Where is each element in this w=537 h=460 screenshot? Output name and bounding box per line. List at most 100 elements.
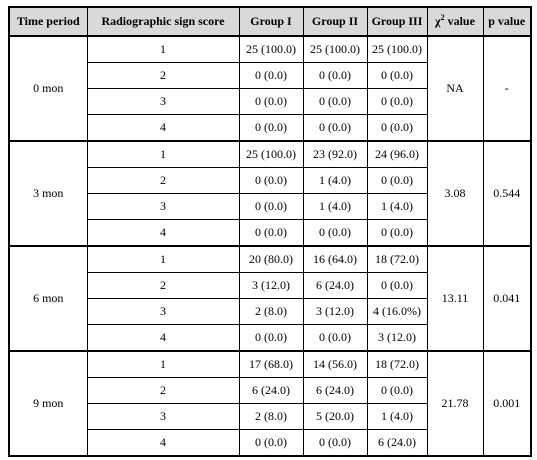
group-2-cell: 6 (24.0) [302, 377, 368, 404]
group-1-cell: 0 (0.0) [238, 62, 304, 89]
header-time-period: Time period [8, 6, 88, 37]
table-row: 6 mon 1 20 (80.0) 16 (64.0) 18 (72.0) 13.11 0.… [8, 245, 532, 352]
group-2-cell: 0 (0.0) [302, 324, 368, 352]
group-3-cell: 6 (24.0) [366, 429, 428, 457]
group-2-cell: 0 (0.0) [302, 114, 368, 142]
group-2-cell: 0 (0.0) [302, 429, 368, 457]
time-group-9mon: 9 mon 1 17 (68.0) 14 (56.0) 18 (72.0) 21.78 0.… [8, 350, 532, 457]
time-period-cell: 3 mon [8, 140, 88, 247]
score-cell: 2 [86, 272, 240, 299]
time-period-cell: 9 mon [8, 350, 88, 457]
group-1-cell: 0 (0.0) [238, 88, 304, 115]
chi-suffix: value [444, 14, 475, 28]
header-score: Radiographic sign score [86, 6, 240, 37]
group-1-cell: 0 (0.0) [238, 429, 304, 457]
p-value-cell: 0.544 [482, 140, 532, 247]
group-3-cell: 1 (4.0) [366, 403, 428, 430]
score-cell: 1 [86, 350, 240, 378]
chi-square-cell: 21.78 [426, 350, 484, 457]
score-cell: 1 [86, 35, 240, 63]
score-cell: 3 [86, 193, 240, 220]
group-1-cell: 0 (0.0) [238, 114, 304, 142]
header-group-1: Group I [238, 6, 304, 37]
score-cell: 3 [86, 88, 240, 115]
group-2-cell: 23 (92.0) [302, 140, 368, 168]
header-p-value: p value [482, 6, 532, 37]
time-period-cell: 6 mon [8, 245, 88, 352]
header-row: Time period Radiographic sign score Grou… [8, 6, 532, 37]
header-group-3: Group III [366, 6, 428, 37]
chi-superscript: 2 [440, 13, 445, 22]
chi-square-cell: NA [426, 35, 484, 142]
score-cell: 4 [86, 429, 240, 457]
group-1-cell: 0 (0.0) [238, 167, 304, 194]
group-1-cell: 20 (80.0) [238, 245, 304, 273]
group-2-cell: 6 (24.0) [302, 272, 368, 299]
header-chi-square: χ2 value [426, 6, 484, 37]
score-cell: 2 [86, 167, 240, 194]
results-table: Time period Radiographic sign score Grou… [8, 6, 532, 457]
score-cell: 4 [86, 114, 240, 142]
chi-square-cell: 13.11 [426, 245, 484, 352]
group-3-cell: 0 (0.0) [366, 167, 428, 194]
group-2-cell: 16 (64.0) [302, 245, 368, 273]
time-group-6mon: 6 mon 1 20 (80.0) 16 (64.0) 18 (72.0) 13.11 0.… [8, 245, 532, 352]
group-1-cell: 25 (100.0) [238, 140, 304, 168]
group-2-cell: 25 (100.0) [302, 35, 368, 63]
group-1-cell: 2 (8.0) [238, 298, 304, 325]
p-value-cell: 0.001 [482, 350, 532, 457]
time-group-3mon: 3 mon 1 25 (100.0) 23 (92.0) 24 (96.0) 3.08 0.… [8, 140, 532, 247]
group-1-cell: 0 (0.0) [238, 324, 304, 352]
group-1-cell: 6 (24.0) [238, 377, 304, 404]
table-header: Time period Radiographic sign score Grou… [8, 6, 532, 37]
group-3-cell: 0 (0.0) [366, 219, 428, 247]
group-1-cell: 0 (0.0) [238, 219, 304, 247]
header-group-2: Group II [302, 6, 368, 37]
group-2-cell: 14 (56.0) [302, 350, 368, 378]
group-1-cell: 0 (0.0) [238, 193, 304, 220]
score-cell: 4 [86, 324, 240, 352]
time-period-cell: 0 mon [8, 35, 88, 142]
p-value-cell: - [482, 35, 532, 142]
group-3-cell: 0 (0.0) [366, 62, 428, 89]
group-3-cell: 0 (0.0) [366, 114, 428, 142]
group-2-cell: 1 (4.0) [302, 193, 368, 220]
score-cell: 2 [86, 377, 240, 404]
score-cell: 4 [86, 219, 240, 247]
group-3-cell: 4 (16.0%) [366, 298, 428, 325]
group-3-cell: 1 (4.0) [366, 193, 428, 220]
group-3-cell: 18 (72.0) [366, 350, 428, 378]
chi-square-cell: 3.08 [426, 140, 484, 247]
group-2-cell: 3 (12.0) [302, 298, 368, 325]
table-row: 3 mon 1 25 (100.0) 23 (92.0) 24 (96.0) 3.08 0.… [8, 140, 532, 247]
group-1-cell: 3 (12.0) [238, 272, 304, 299]
table-row: 0 mon 1 25 (100.0) 25 (100.0) 25 (100.0) NA - [8, 35, 532, 142]
chi-symbol: χ [435, 14, 441, 28]
group-3-cell: 0 (0.0) [366, 272, 428, 299]
score-cell: 3 [86, 298, 240, 325]
p-value-cell: 0.041 [482, 245, 532, 352]
group-2-cell: 0 (0.0) [302, 88, 368, 115]
group-3-cell: 24 (96.0) [366, 140, 428, 168]
score-cell: 3 [86, 403, 240, 430]
group-2-cell: 5 (20.0) [302, 403, 368, 430]
group-1-cell: 17 (68.0) [238, 350, 304, 378]
table-row: 9 mon 1 17 (68.0) 14 (56.0) 18 (72.0) 21.78 0.… [8, 350, 532, 457]
group-3-cell: 25 (100.0) [366, 35, 428, 63]
group-2-cell: 0 (0.0) [302, 62, 368, 89]
group-2-cell: 0 (0.0) [302, 219, 368, 247]
time-group-0mon: 0 mon 1 25 (100.0) 25 (100.0) 25 (100.0) NA -2… [8, 35, 532, 142]
results-table-container: Time period Radiographic sign score Grou… [8, 6, 532, 457]
group-1-cell: 2 (8.0) [238, 403, 304, 430]
group-2-cell: 1 (4.0) [302, 167, 368, 194]
score-cell: 2 [86, 62, 240, 89]
group-3-cell: 18 (72.0) [366, 245, 428, 273]
